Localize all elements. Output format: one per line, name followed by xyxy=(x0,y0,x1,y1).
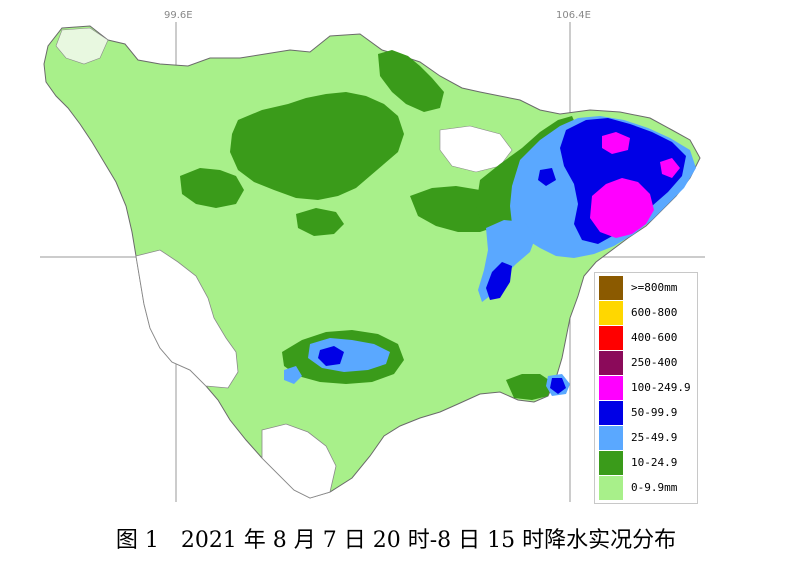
rain-100-250-east xyxy=(660,158,680,178)
precipitation-legend: >=800mm 600-800 400-600 250-400 100-249.9 50-… xyxy=(594,272,698,504)
legend-swatch xyxy=(599,376,623,400)
figure-caption: 图 1 2021 年 8 月 7 日 20 时-8 日 15 时降水实况分布 xyxy=(115,528,677,553)
legend-swatch xyxy=(599,401,623,425)
rain-50-100-central xyxy=(486,262,512,300)
legend-swatch xyxy=(599,426,623,450)
rain-10-25-northwest xyxy=(230,92,404,200)
legend-swatch xyxy=(599,276,623,300)
longitude-label-106-4: 106.4E xyxy=(556,10,591,21)
legend-item: 600-800 xyxy=(599,301,695,325)
rain-10-25-southeast xyxy=(506,374,552,400)
rain-50-100-southeast xyxy=(550,378,566,394)
rain-100-250-core xyxy=(590,178,654,238)
rain-50-100-south xyxy=(318,346,344,366)
legend-label: 250-400 xyxy=(631,356,678,369)
legend-item: >=800mm xyxy=(599,276,695,300)
rain-10-25-west-arm xyxy=(180,168,244,208)
legend-label: 400-600 xyxy=(631,331,678,344)
legend-label: 10-24.9 xyxy=(631,456,678,469)
legend-swatch xyxy=(599,326,623,350)
legend-label: 100-249.9 xyxy=(631,381,691,394)
rain-10-25-north xyxy=(378,50,444,112)
longitude-label-99-6: 99.6E xyxy=(164,10,193,21)
legend-item: 400-600 xyxy=(599,326,695,350)
legend-swatch xyxy=(599,476,623,500)
precipitation-map xyxy=(40,22,705,502)
legend-item: 100-249.9 xyxy=(599,376,695,400)
no-rain-area-south xyxy=(261,423,337,499)
legend-swatch xyxy=(599,451,623,475)
legend-label: 600-800 xyxy=(631,306,678,319)
legend-swatch xyxy=(599,301,623,325)
rain-10-25-southwest-strip xyxy=(296,208,344,236)
legend-swatch xyxy=(599,351,623,375)
legend-item: 25-49.9 xyxy=(599,426,695,450)
legend-label: 25-49.9 xyxy=(631,431,678,444)
no-rain-area-north xyxy=(55,27,109,65)
legend-item: 50-99.9 xyxy=(599,401,695,425)
legend-label: >=800mm xyxy=(631,281,678,294)
legend-label: 0-9.9mm xyxy=(631,481,678,494)
legend-item: 250-400 xyxy=(599,351,695,375)
legend-item: 10-24.9 xyxy=(599,451,695,475)
rain-25-50-west-dot xyxy=(284,366,302,384)
legend-item: 0-9.9mm xyxy=(599,476,695,500)
rain-50-100-small xyxy=(538,168,556,186)
no-rain-area-west xyxy=(135,249,239,389)
legend-label: 50-99.9 xyxy=(631,406,678,419)
rain-100-250-north xyxy=(602,132,630,154)
